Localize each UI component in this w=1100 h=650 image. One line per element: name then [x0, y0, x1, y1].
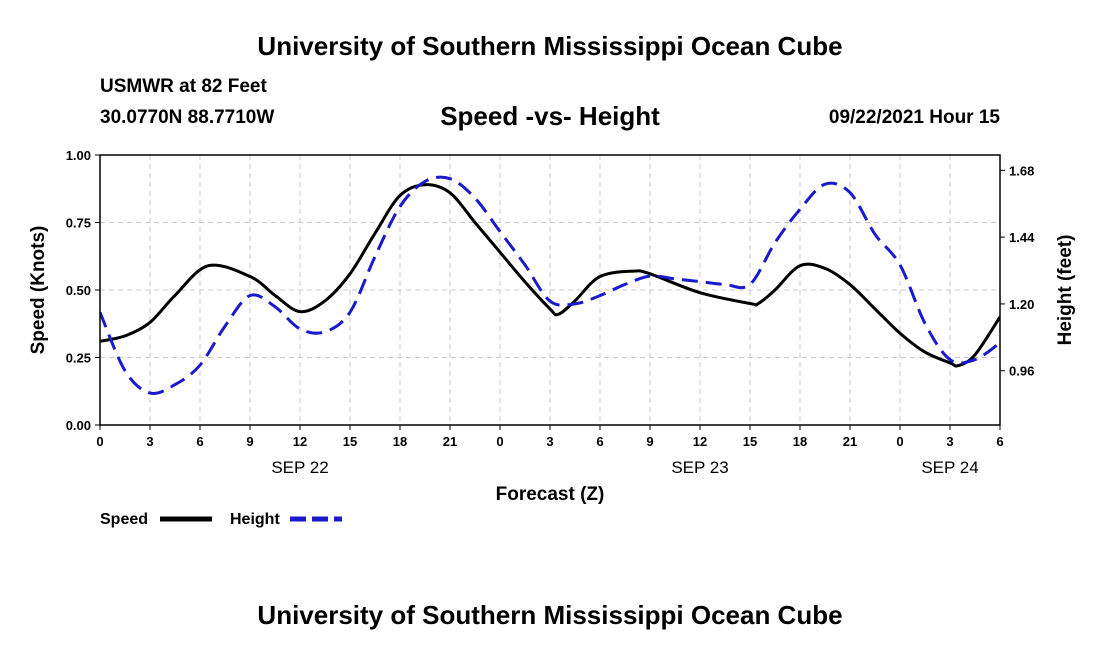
legend-label-height: Height: [230, 511, 280, 528]
x-tick-label: 15: [743, 434, 757, 449]
x-tick-label: 21: [843, 434, 857, 449]
x-tick-label: 18: [393, 434, 407, 449]
y-left-tick-label: 0.50: [66, 283, 91, 298]
x-tick-label: 18: [793, 434, 807, 449]
x-tick-label: 12: [293, 434, 307, 449]
x-tick-label: 3: [146, 434, 153, 449]
grid-lines: [100, 155, 1000, 425]
axis-ticks: 0 3 6 9 12 15 18 21 0 3 6 9 12 15 18 21 0 3 6 0.00 0.25 0.50 0…: [66, 148, 1035, 477]
y-left-tick-label: 1.00: [66, 148, 91, 163]
x-tick-label: 3: [946, 434, 953, 449]
chart-title: Speed -vs- Height: [440, 101, 660, 131]
y-right-tick-label: 1.44: [1009, 230, 1035, 245]
x-tick-label: 6: [596, 434, 603, 449]
x-tick-label: 9: [646, 434, 653, 449]
x-tick-label: 3: [546, 434, 553, 449]
y-right-tick-label: 1.20: [1009, 297, 1034, 312]
x-tick-label: 0: [96, 434, 103, 449]
y-left-tick-label: 0.00: [66, 418, 91, 433]
station-name: USMWR at 82 Feet: [100, 76, 267, 97]
series-layer: [100, 175, 1000, 395]
x-tick-label: 0: [496, 434, 503, 449]
station-coordinates: 30.0770N 88.7710W: [100, 107, 275, 128]
y-right-tick-label: 1.68: [1009, 163, 1034, 178]
date-label: SEP 22: [271, 458, 328, 477]
x-axis-title: Forecast (Z): [496, 484, 605, 505]
y-axis-left-title: Speed (Knots): [28, 226, 49, 355]
x-tick-label: 12: [693, 434, 707, 449]
x-tick-label: 6: [996, 434, 1003, 449]
date-label: SEP 23: [671, 458, 728, 477]
y-right-tick-label: 0.96: [1009, 364, 1034, 379]
x-tick-label: 6: [196, 434, 203, 449]
x-tick-label: 21: [443, 434, 457, 449]
date-label: SEP 24: [921, 458, 978, 477]
y-axis-right-title: Height (feet): [1055, 235, 1076, 346]
legend: Speed Height: [100, 511, 342, 528]
height-series-line: [100, 175, 1000, 395]
footer-title: University of Southern Mississippi Ocean…: [257, 600, 843, 630]
x-tick-label: 0: [896, 434, 903, 449]
x-tick-label: 9: [246, 434, 253, 449]
y-left-tick-label: 0.75: [66, 216, 91, 231]
forecast-run-time: 09/22/2021 Hour 15: [828, 107, 1000, 128]
y-left-tick-label: 0.25: [66, 351, 91, 366]
legend-label-speed: Speed: [100, 511, 148, 528]
speed-series-line: [100, 183, 1000, 368]
page-title: University of Southern Mississippi Ocean…: [257, 31, 843, 61]
x-tick-label: 15: [343, 434, 357, 449]
